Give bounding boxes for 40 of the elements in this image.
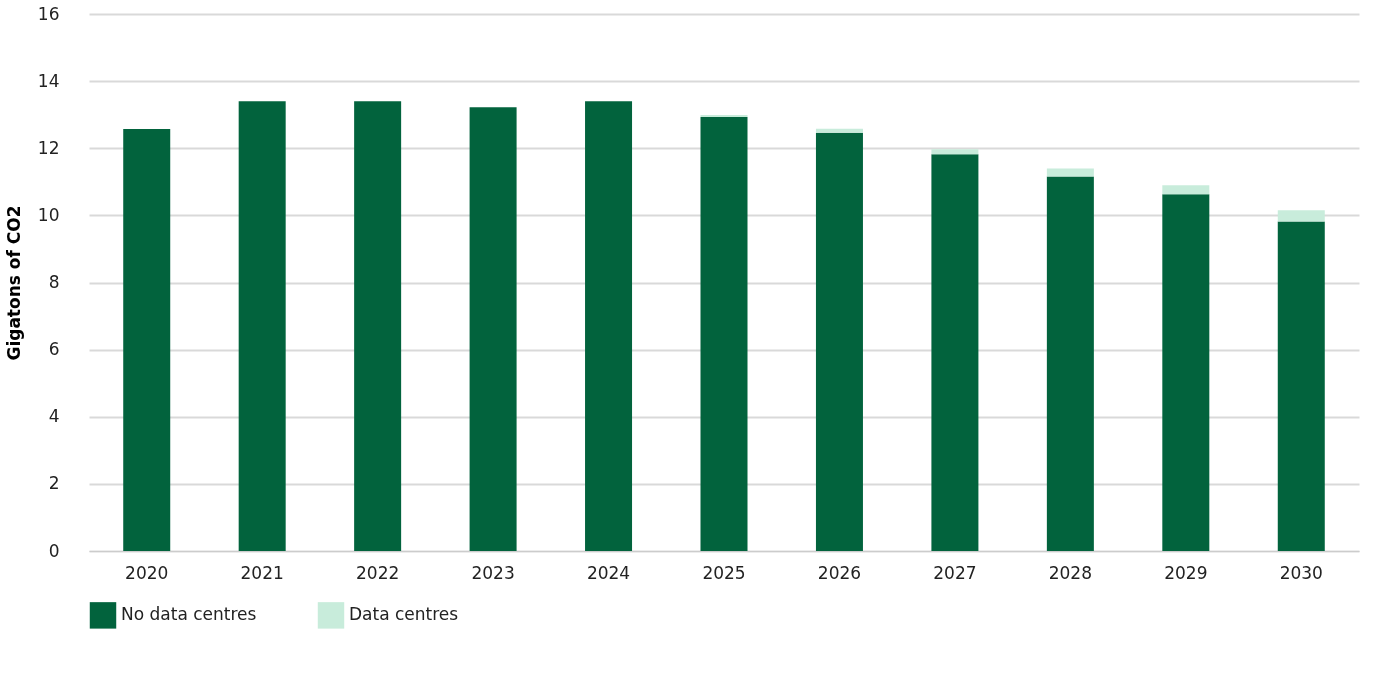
y-tick-label: 12 bbox=[37, 137, 60, 158]
x-tick-label: 2024 bbox=[586, 562, 631, 583]
x-tick-label: 2027 bbox=[933, 562, 977, 583]
y-tick-label: 8 bbox=[48, 272, 60, 292]
legend-label: No data centres bbox=[121, 604, 257, 625]
x-tick-label: 2023 bbox=[471, 562, 515, 583]
bar bbox=[469, 107, 517, 551]
bar bbox=[815, 128, 863, 133]
y-tick-label: 16 bbox=[37, 3, 60, 24]
bar bbox=[700, 115, 748, 118]
bar bbox=[1277, 210, 1325, 222]
bar bbox=[931, 154, 979, 551]
bar bbox=[1277, 221, 1325, 551]
bar bbox=[238, 101, 286, 551]
x-tick-label: 2021 bbox=[240, 562, 284, 583]
y-tick-label: 10 bbox=[37, 204, 60, 225]
bar bbox=[585, 101, 633, 551]
y-tick-label: 2 bbox=[48, 473, 60, 494]
y-axis-title: Gigatons of CO2 bbox=[3, 205, 24, 361]
bar bbox=[815, 132, 863, 551]
bar bbox=[1046, 176, 1094, 551]
x-tick-label: 2029 bbox=[1164, 562, 1208, 583]
x-tick-label: 2028 bbox=[1048, 562, 1092, 583]
x-tick-label: 2025 bbox=[702, 562, 746, 583]
bar bbox=[1162, 194, 1210, 551]
bar bbox=[123, 129, 171, 551]
legend-label: Data centres bbox=[349, 604, 459, 625]
y-tick-label: 4 bbox=[48, 406, 60, 427]
x-tick-label: 2020 bbox=[125, 562, 169, 583]
bar bbox=[931, 149, 979, 155]
bar bbox=[1162, 185, 1210, 195]
y-tick-label: 14 bbox=[37, 70, 60, 91]
y-tick-label: 6 bbox=[48, 339, 60, 360]
x-tick-label: 2022 bbox=[356, 562, 400, 583]
y-tick-label: 0 bbox=[48, 540, 60, 561]
bar bbox=[1046, 168, 1094, 177]
bar bbox=[354, 101, 402, 551]
x-tick-label: 2026 bbox=[817, 562, 862, 583]
x-tick-label: 2030 bbox=[1279, 562, 1323, 583]
bar bbox=[700, 117, 748, 551]
